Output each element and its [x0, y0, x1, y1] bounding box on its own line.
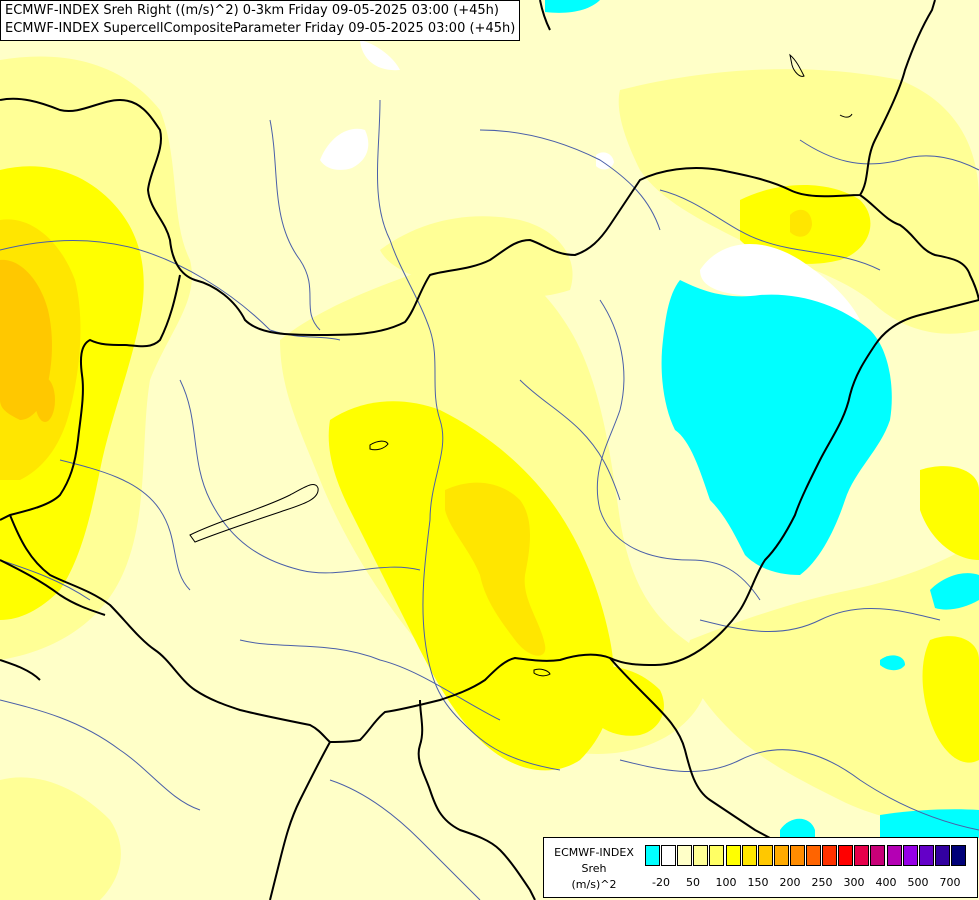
- legend-swatch: [709, 845, 725, 866]
- legend-unit-label: (m/s)^2: [571, 878, 617, 891]
- legend-tick-label: -20: [652, 876, 670, 889]
- title-line-sreh: ECMWF-INDEX Sreh Right ((m/s)^2) 0-3km F…: [5, 3, 499, 18]
- legend-tick-label: 150: [747, 876, 769, 889]
- color-legend: ECMWF-INDEX Sreh (m/s)^2 -20 50 100 150 200 2…: [543, 837, 978, 898]
- legend-swatch: [950, 845, 966, 866]
- legend-tick-label: 250: [811, 876, 833, 889]
- legend-swatch: [741, 845, 757, 866]
- legend-swatch: [838, 845, 854, 866]
- legend-model-label: ECMWF-INDEX: [554, 846, 634, 859]
- legend-swatch: [773, 845, 789, 866]
- legend-param-label: Sreh: [581, 862, 607, 875]
- rivers: [0, 99, 979, 900]
- thin-borders: [839, 113, 853, 118]
- legend-swatch: [934, 845, 950, 866]
- legend-swatch: [757, 845, 773, 866]
- legend-tick-label: 400: [875, 876, 897, 889]
- legend-swatch: [822, 845, 838, 866]
- legend-swatch: [725, 845, 741, 866]
- legend-swatch: [693, 845, 709, 866]
- legend-tick-label: 300: [843, 876, 865, 889]
- field-gold: [0, 209, 812, 656]
- legend-tick-label: 700: [939, 876, 961, 889]
- legend-tick-label: 200: [779, 876, 801, 889]
- legend-tick-label: 100: [715, 876, 737, 889]
- legend-swatch: [677, 845, 693, 866]
- legend-swatch: [661, 845, 677, 866]
- field-white: [320, 40, 860, 320]
- map-title-box: ECMWF-INDEX Sreh Right ((m/s)^2) 0-3km F…: [0, 0, 521, 41]
- legend-swatch: [789, 845, 805, 866]
- legend-swatch: [806, 845, 821, 866]
- field-cyan: [545, 0, 979, 838]
- title-line-scp: ECMWF-INDEX SupercellCompositeParameter …: [5, 21, 516, 36]
- legend-swatch: [886, 845, 902, 866]
- lakes: [189, 53, 805, 677]
- legend-swatch: [870, 845, 886, 866]
- legend-swatch: [918, 845, 934, 866]
- legend-tick-label: 500: [907, 876, 929, 889]
- legend-swatch: [902, 845, 918, 866]
- legend-swatch: [854, 845, 870, 866]
- legend-tick-label: 50: [686, 876, 700, 889]
- legend-swatch: [645, 845, 660, 866]
